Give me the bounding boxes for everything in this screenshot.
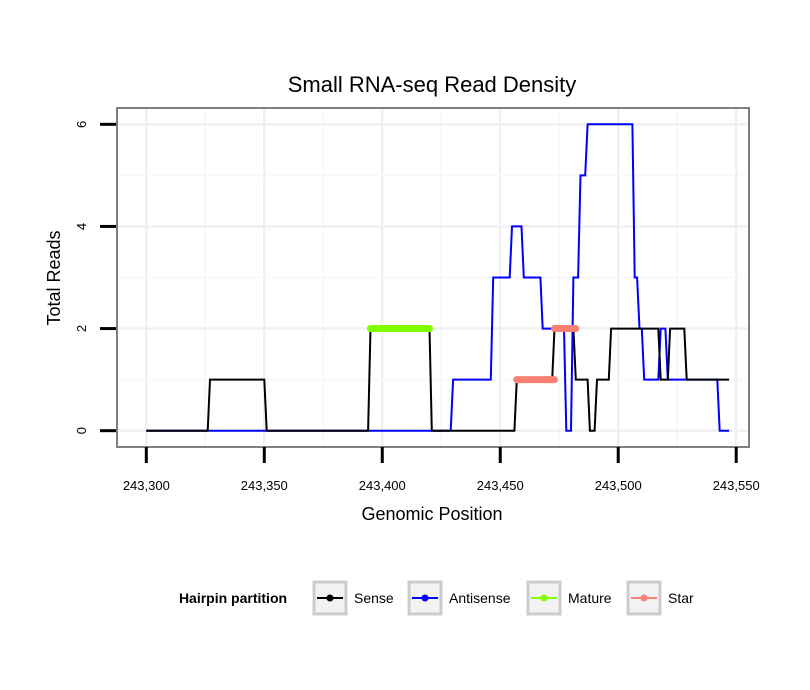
legend-label: Sense bbox=[354, 590, 394, 606]
y-tick-label: 6 bbox=[74, 121, 89, 128]
x-tick-label: 243,400 bbox=[359, 478, 406, 493]
legend-label: Antisense bbox=[449, 590, 511, 606]
y-tick-label: 4 bbox=[74, 223, 89, 230]
legend-label: Mature bbox=[568, 590, 612, 606]
legend-label: Star bbox=[668, 590, 694, 606]
legend: Hairpin partition Sense Antisense Mature St… bbox=[179, 580, 694, 616]
x-tick-label: 243,300 bbox=[123, 478, 170, 493]
legend-title: Hairpin partition bbox=[179, 590, 287, 606]
x-tick-label: 243,350 bbox=[241, 478, 288, 493]
y-axis-title: Total Reads bbox=[44, 230, 64, 325]
legend-entry-antisense: Antisense bbox=[407, 580, 511, 616]
y-axis: 0 2 4 6 bbox=[74, 121, 116, 434]
y-tick-label: 0 bbox=[74, 427, 89, 434]
antisense-series-line bbox=[146, 123, 730, 432]
legend-key-point bbox=[326, 594, 334, 602]
x-tick-label: 243,500 bbox=[595, 478, 642, 493]
panel-border bbox=[116, 107, 750, 448]
chart-title: Small RNA-seq Read Density bbox=[288, 72, 577, 97]
legend-key-point bbox=[540, 594, 548, 602]
x-tick-label: 243,550 bbox=[713, 478, 760, 493]
y-tick-label: 2 bbox=[74, 325, 89, 332]
series-layer bbox=[146, 123, 730, 432]
x-axis-title: Genomic Position bbox=[361, 504, 502, 524]
legend-entry-star: Star bbox=[626, 580, 694, 616]
grid bbox=[118, 109, 748, 446]
sense-series-line bbox=[146, 327, 730, 432]
legend-key-point bbox=[421, 594, 429, 602]
x-tick-label: 243,450 bbox=[477, 478, 524, 493]
legend-entry-sense: Sense bbox=[312, 580, 394, 616]
legend-key-point bbox=[640, 594, 648, 602]
x-axis: 243,300 243,350 243,400 243,450 243,500 243,5… bbox=[123, 447, 760, 493]
legend-entry-mature: Mature bbox=[526, 580, 612, 616]
